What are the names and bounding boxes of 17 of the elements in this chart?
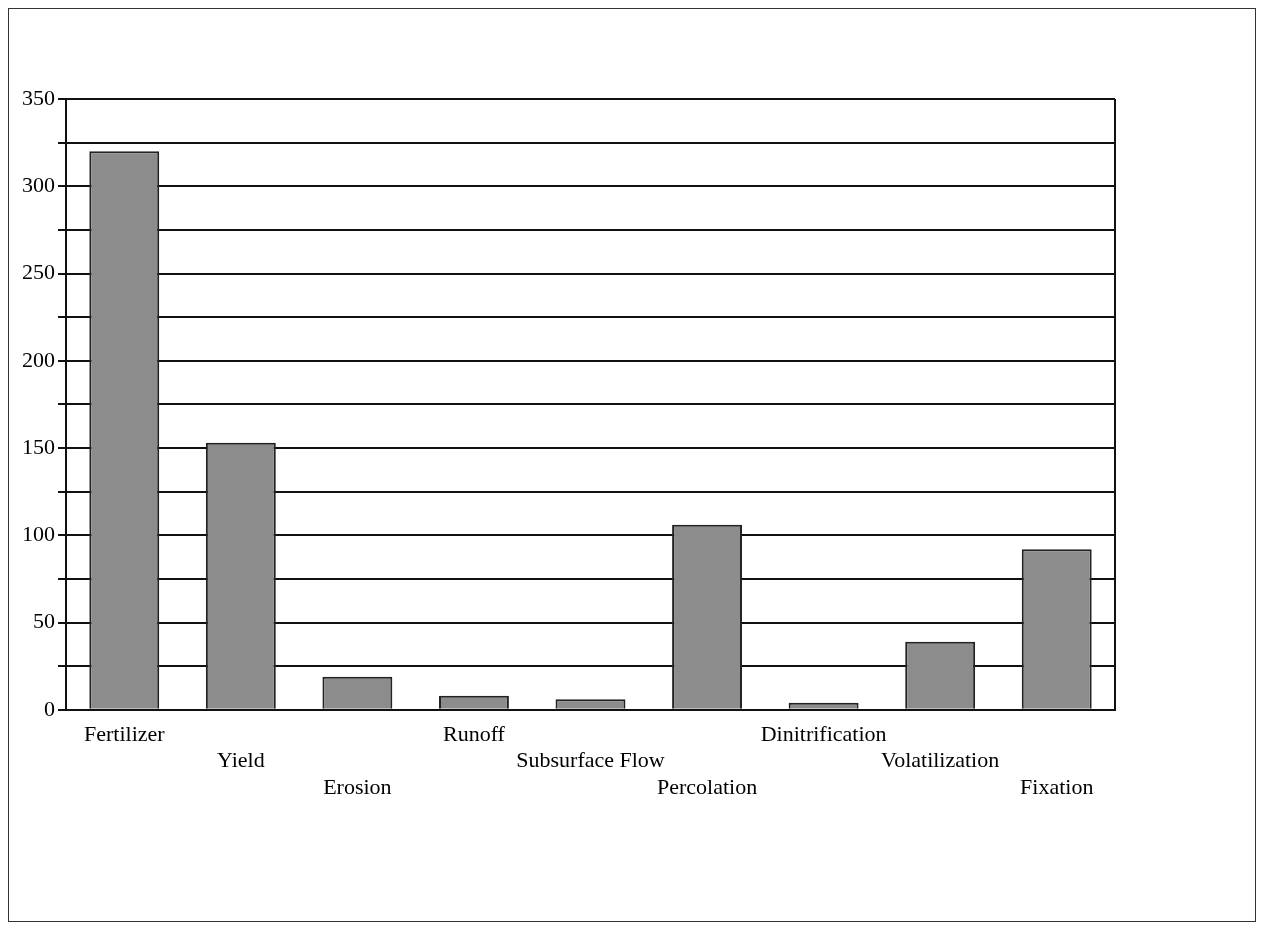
- x-tick-label: Fertilizer: [83, 720, 166, 746]
- x-tick-label: Erosion: [323, 773, 392, 799]
- x-tick-label: Volatilization: [881, 747, 1000, 773]
- x-tick-label: Dinitrification: [760, 720, 887, 746]
- y-tick-label: 100: [22, 521, 55, 547]
- x-tick-label: Percolation: [656, 773, 758, 799]
- y-tick-label: 150: [22, 433, 55, 459]
- x-tick-label: Fixation: [1020, 773, 1094, 799]
- y-tick-label: 200: [22, 346, 55, 372]
- y-tick-label: 50: [33, 608, 55, 634]
- y-tick-label: 250: [22, 259, 55, 285]
- x-tick-label: Yield: [217, 747, 265, 773]
- y-tick-label: 0: [44, 695, 55, 721]
- y-tick-label: 350: [22, 84, 55, 110]
- x-tick-label: Runoff: [442, 720, 506, 746]
- x-tick-label: Subsurface Flow: [516, 747, 665, 773]
- y-tick-label: 300: [22, 172, 55, 198]
